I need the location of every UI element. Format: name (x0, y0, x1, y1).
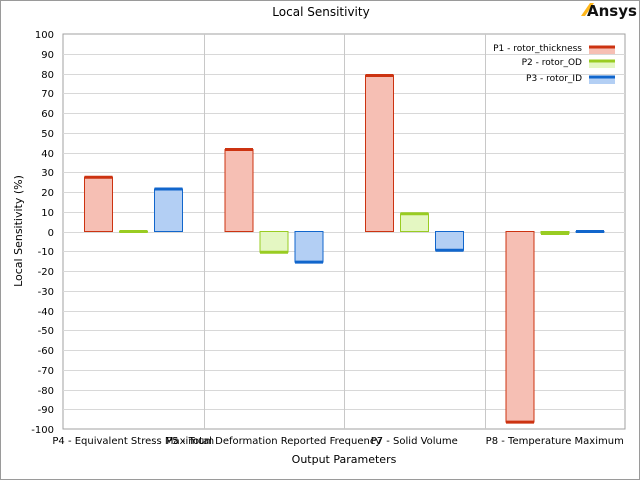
y-tick-label: 100 (35, 30, 54, 41)
x-axis-label: Output Parameters (292, 453, 397, 466)
y-tick-label: -50 (38, 326, 54, 337)
bar (365, 74, 394, 232)
y-tick-label: -60 (38, 346, 54, 357)
y-tick-label: 50 (41, 129, 54, 140)
y-tick-label: 60 (41, 109, 54, 120)
legend-swatch (589, 61, 615, 68)
x-tick-label: P4 - Equivalent Stress Maximum (52, 436, 214, 447)
y-axis-label: Local Sensitivity (%) (12, 175, 25, 287)
y-tick-label: -40 (38, 307, 54, 318)
bar (505, 231, 535, 423)
bar (224, 149, 254, 233)
x-tick-label: P7 - Solid Volume (371, 436, 458, 447)
x-tick-label: P8 - Temperature Maximum (486, 436, 624, 447)
y-tick-label: -20 (38, 267, 54, 278)
y-tick-label: -90 (38, 405, 54, 416)
legend: P1 - rotor_thickness P2 - rotor_OD P3 - ro… (493, 44, 615, 84)
bar (400, 213, 429, 233)
y-tick-label: 90 (41, 50, 54, 61)
bar (154, 188, 183, 233)
legend-label: P1 - rotor_thickness (493, 44, 582, 54)
y-tick-label: 40 (41, 149, 54, 160)
x-tick-label: P5 - Total Deformation Reported Frequenc… (166, 436, 381, 447)
bar (435, 231, 464, 251)
y-tick-label: 0 (48, 228, 54, 239)
legend-swatch (589, 77, 615, 84)
y-tick-label: 20 (41, 188, 54, 199)
y-tick-label: -100 (31, 425, 54, 436)
bar (294, 231, 324, 263)
ansys-logo-mark (581, 3, 594, 16)
y-tick-label: 30 (41, 168, 54, 179)
y-tick-label: -70 (38, 366, 54, 377)
bars (84, 73, 605, 424)
y-tick-label: 10 (41, 208, 54, 219)
bar (259, 231, 289, 253)
y-tick-label: -10 (38, 247, 54, 258)
y-tick-label: -80 (38, 386, 54, 397)
y-axis-ticks: -100-90-80-70-60-50-40-30-20-10010203040… (31, 30, 54, 436)
chart-title: Local Sensitivity (272, 5, 369, 19)
ansys-logo: Ansys (581, 2, 637, 20)
bar (84, 176, 113, 232)
y-tick-label: 70 (41, 89, 54, 100)
ansys-logo-text: Ansys (587, 2, 637, 20)
legend-swatch (589, 47, 615, 54)
legend-label: P3 - rotor_ID (526, 74, 582, 84)
legend-label: P2 - rotor_OD (522, 58, 582, 68)
y-tick-label: -30 (38, 287, 54, 298)
y-tick-label: 80 (41, 70, 54, 81)
